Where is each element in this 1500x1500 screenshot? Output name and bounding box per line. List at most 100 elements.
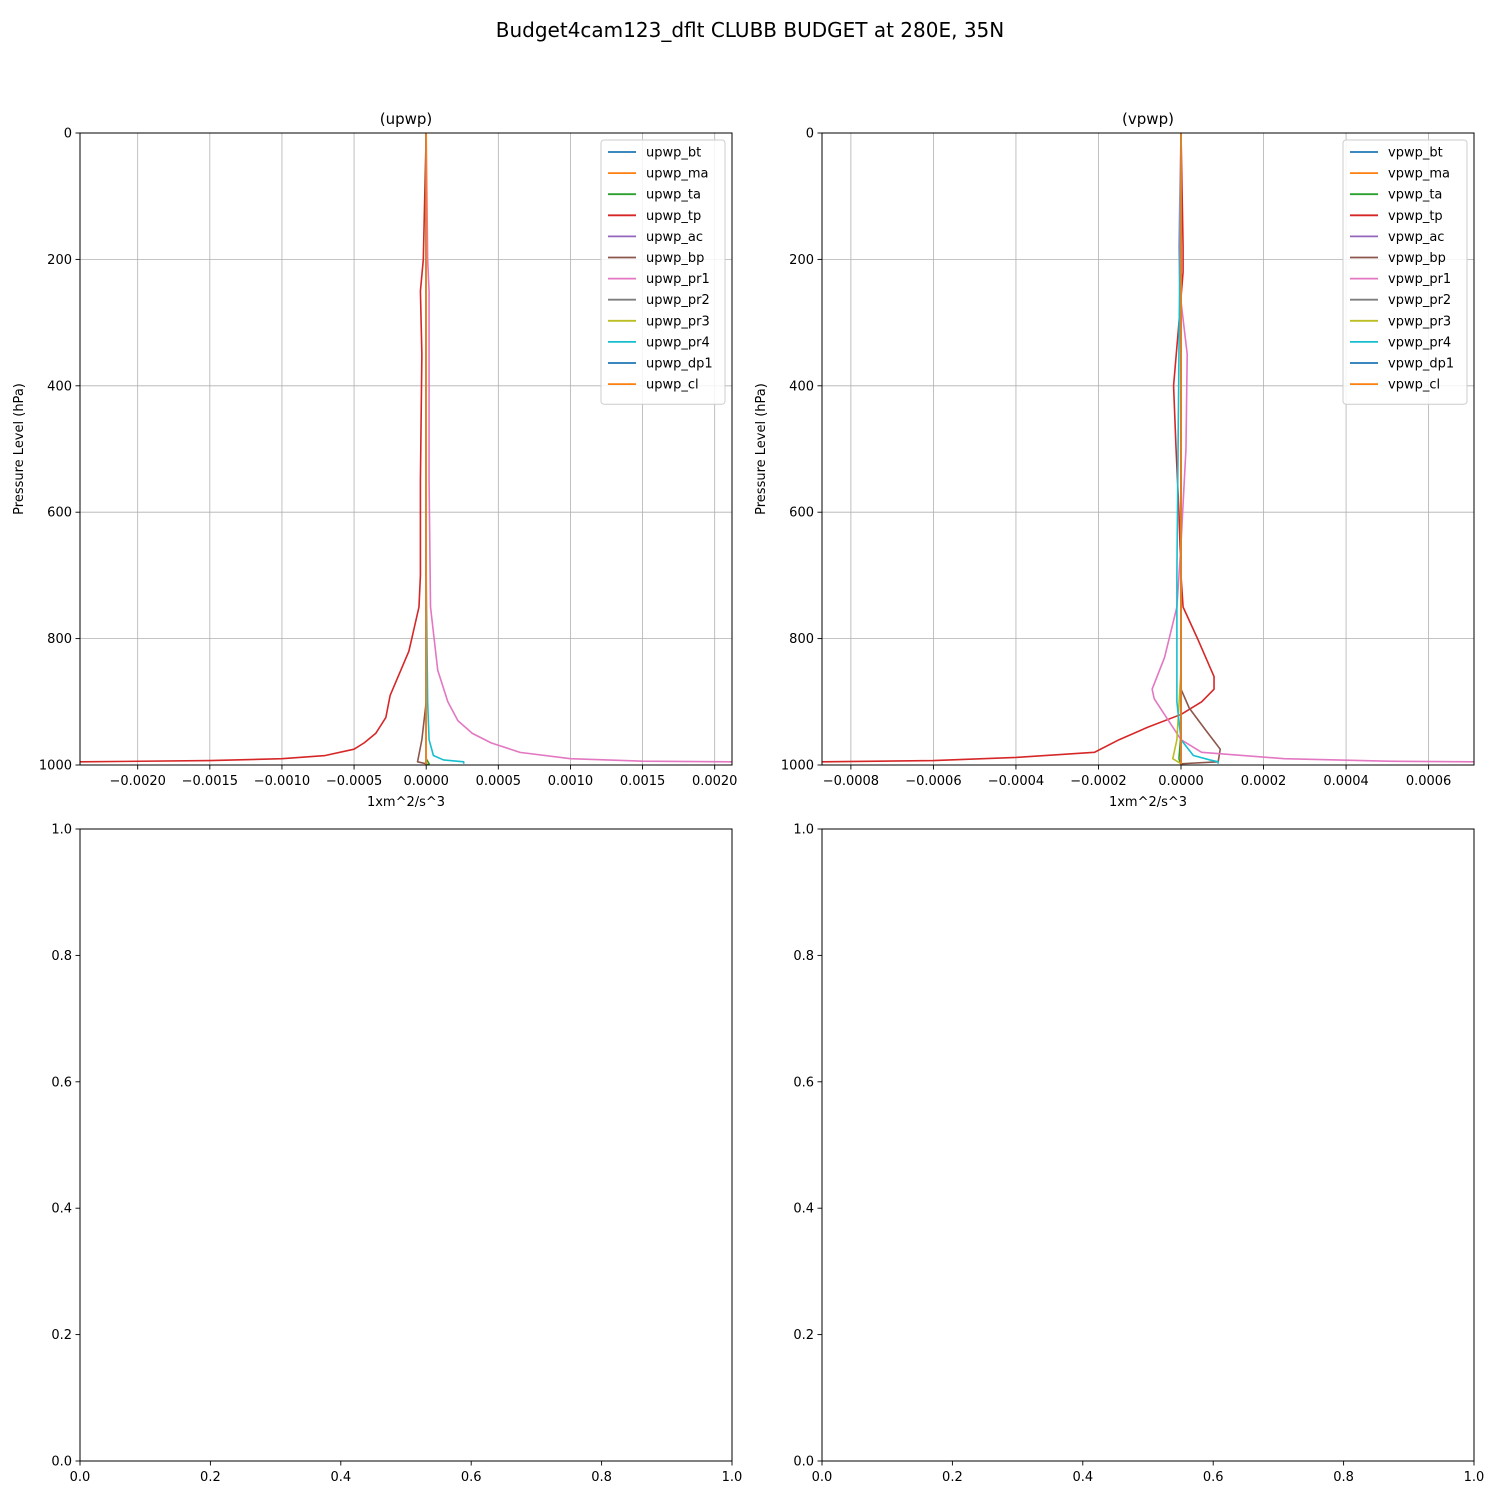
x-tick-label: 0.0015: [620, 774, 666, 789]
x-tick-label: 0.0005: [476, 774, 522, 789]
y-tick-label: 400: [789, 379, 814, 394]
panel-2: −0.0008 −0.0006 −0.0004 −0.0002 0.0000 0.0002…: [754, 110, 1475, 810]
y-tick-label: 0.8: [51, 949, 72, 964]
series-group: [822, 133, 1474, 765]
y-tick-label: 0.2: [793, 1328, 814, 1343]
legend-label-upwp_dp1: upwp_dp1: [646, 357, 713, 372]
y-tick-label: 800: [47, 632, 72, 647]
legend: upwp_bt upwp_ma upwp_ta upwp_tp upwp_ac upwp_…: [600, 139, 726, 405]
x-tick-label: 0.0: [70, 1470, 91, 1485]
y-axis-label: Pressure Level (hPa): [754, 383, 769, 515]
legend-label-upwp_ma: upwp_ma: [646, 167, 709, 182]
y-tick-label: 0.6: [51, 1075, 72, 1090]
x-tick-label: 0.0002: [1241, 774, 1287, 789]
series-line-upwp_tp: [80, 133, 427, 763]
legend-box: [1342, 139, 1468, 405]
legend-label-upwp_pr4: upwp_pr4: [646, 335, 710, 350]
y-tick-label: 0.6: [793, 1075, 814, 1090]
x-tick-label: 0.0004: [1323, 774, 1369, 789]
x-tick-label: 1.0: [1464, 1470, 1485, 1485]
series-line-vpwp_pr1: [1151, 133, 1474, 763]
y-tick-label: 0.8: [793, 949, 814, 964]
axes-frame: [821, 828, 1475, 1462]
legend-label-vpwp_bt: vpwp_bt: [1388, 146, 1443, 161]
legend-label-upwp_cl: upwp_cl: [646, 378, 699, 393]
axes-title: (vpwp): [1122, 110, 1174, 128]
series-line-vpwp_pr4: [1176, 133, 1219, 764]
x-tick-label: −0.0010: [254, 774, 310, 789]
x-tick-label: −0.0006: [905, 774, 961, 789]
y-tick-label: 1.0: [51, 823, 72, 838]
legend-label-upwp_ac: upwp_ac: [646, 230, 703, 245]
x-tick-label: 0.4: [1072, 1470, 1093, 1485]
axes-title: (upwp): [380, 110, 433, 128]
y-tick-label: 800: [789, 632, 814, 647]
legend-label-vpwp_pr4: vpwp_pr4: [1388, 335, 1451, 350]
x-tick-label: −0.0008: [823, 774, 879, 789]
series-line-vpwp_tp: [822, 133, 1215, 763]
y-tick-label: 0.4: [793, 1202, 814, 1217]
y-tick-label: 1.0: [793, 823, 814, 838]
x-tick-label: −0.0005: [326, 774, 382, 789]
x-tick-label: 0.0000: [403, 774, 449, 789]
panel-4: 0.0 0.2 0.4 0.6 0.8 1.0 0.0 0.2 0.4 0.6 0.8 1.0: [793, 823, 1484, 1486]
x-tick-label: 0.2: [200, 1470, 221, 1485]
x-tick-label: 0.0006: [1406, 774, 1452, 789]
x-tick-label: −0.0002: [1070, 774, 1126, 789]
y-tick-label: 0.0: [793, 1455, 814, 1470]
x-tick-label: 0.4: [330, 1470, 351, 1485]
series-group: [80, 133, 732, 765]
legend-label-vpwp_ac: vpwp_ac: [1388, 230, 1444, 245]
legend-label-upwp_bt: upwp_bt: [646, 146, 701, 161]
legend-label-vpwp_bp: vpwp_bp: [1388, 251, 1446, 266]
series-line-upwp_pr1: [425, 133, 732, 763]
axes-frame: [79, 132, 733, 766]
panel-1: −0.0020 −0.0015 −0.0010 −0.0005 0.0000 0.0005…: [12, 110, 737, 810]
panel-3: 0.0 0.2 0.4 0.6 0.8 1.0 0.0 0.2 0.4 0.6 0.8 1.0: [51, 823, 742, 1486]
x-tick-label: 0.8: [1333, 1470, 1354, 1485]
y-tick-label: 0.4: [51, 1202, 72, 1217]
legend-label-vpwp_ta: vpwp_ta: [1388, 188, 1442, 203]
legend-label-upwp_bp: upwp_bp: [646, 251, 704, 266]
legend-label-vpwp_pr3: vpwp_pr3: [1388, 314, 1451, 329]
y-tick-label: 1000: [39, 759, 72, 774]
figure-title: Budget4cam123_dflt CLUBB BUDGET at 280E,…: [496, 18, 1004, 42]
x-tick-label: 0.8: [591, 1470, 612, 1485]
axes-frame: [821, 132, 1475, 766]
y-axis-label: Pressure Level (hPa): [12, 383, 27, 515]
legend-label-vpwp_pr2: vpwp_pr2: [1388, 293, 1451, 308]
x-tick-label: −0.0015: [182, 774, 238, 789]
legend-label-upwp_ta: upwp_ta: [646, 188, 701, 203]
y-tick-label: 200: [789, 253, 814, 268]
x-tick-label: 0.0020: [692, 774, 738, 789]
y-tick-label: 0.0: [51, 1455, 72, 1470]
legend-label-vpwp_ma: vpwp_ma: [1388, 167, 1450, 182]
x-tick-label: 0.2: [942, 1470, 963, 1485]
x-tick-label: −0.0004: [988, 774, 1044, 789]
axes-frame: [79, 828, 733, 1462]
x-tick-label: 0.0010: [548, 774, 594, 789]
legend: vpwp_bt vpwp_ma vpwp_ta vpwp_tp vpwp_ac vpwp_…: [1342, 139, 1468, 405]
y-tick-label: 600: [789, 506, 814, 521]
x-tick-label: 0.6: [1203, 1470, 1224, 1485]
y-tick-label: 0: [806, 127, 814, 142]
x-tick-label: 0.0: [812, 1470, 833, 1485]
y-tick-label: 0.2: [51, 1328, 72, 1343]
legend-label-upwp_pr1: upwp_pr1: [646, 272, 710, 287]
y-tick-label: 0: [64, 127, 72, 142]
legend-label-upwp_pr3: upwp_pr3: [646, 314, 710, 329]
legend-label-vpwp_cl: vpwp_cl: [1388, 378, 1440, 393]
y-tick-label: 400: [47, 379, 72, 394]
legend-label-vpwp_dp1: vpwp_dp1: [1388, 357, 1454, 372]
axes-root: −0.0020 −0.0015 −0.0010 −0.0005 0.0000 0.0005…: [12, 110, 1484, 1485]
y-tick-label: 1000: [781, 759, 814, 774]
x-tick-label: −0.0020: [110, 774, 166, 789]
y-tick-label: 600: [47, 506, 72, 521]
legend-label-vpwp_tp: vpwp_tp: [1388, 209, 1443, 224]
x-tick-label: 1.0: [722, 1470, 743, 1485]
legend-label-upwp_pr2: upwp_pr2: [646, 293, 710, 308]
x-axis-label: 1xm^2/s^3: [367, 795, 445, 810]
x-axis-label: 1xm^2/s^3: [1109, 795, 1187, 810]
